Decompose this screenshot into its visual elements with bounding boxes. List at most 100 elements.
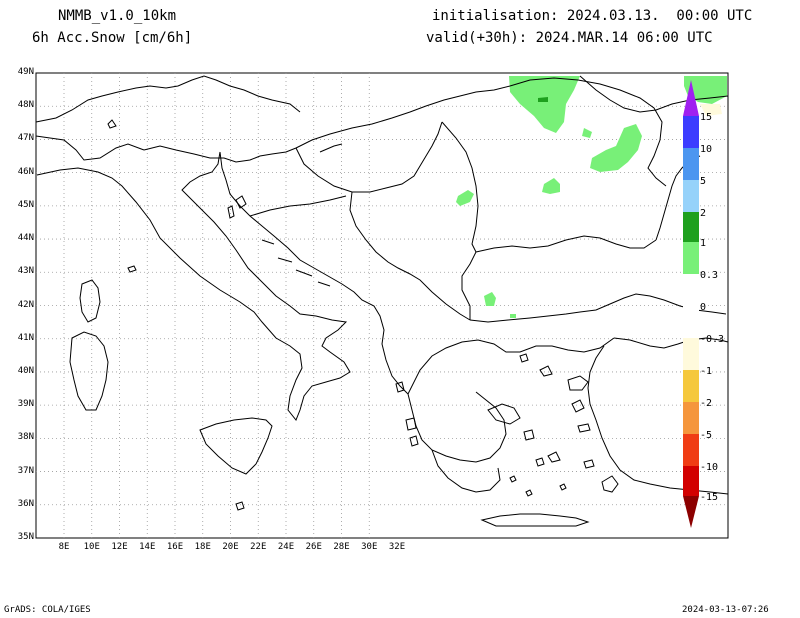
colorbar-band-zero xyxy=(683,274,699,338)
lon-label: 18E xyxy=(194,542,211,552)
peloponnese xyxy=(431,449,501,493)
snow-area-greece-dot xyxy=(510,314,516,318)
lon-label: 10E xyxy=(83,542,100,552)
footer-timestamp: 2024-03-13-07:26 xyxy=(682,605,769,615)
model-title: NMMB_v1.0_10km xyxy=(58,8,177,24)
lat-label: 46N xyxy=(17,166,34,177)
colorbar-band-1-2 xyxy=(683,212,699,242)
lon-label: 20E xyxy=(222,542,239,552)
elba xyxy=(127,265,137,273)
andros xyxy=(523,429,535,441)
austria-slov-border xyxy=(143,145,297,163)
colorbar-band-neg03 xyxy=(683,338,699,370)
snow-areas xyxy=(456,76,727,318)
thasos xyxy=(519,353,529,363)
bulgaria-west xyxy=(461,251,477,320)
greece-north xyxy=(407,337,615,395)
colorbar-label: 10 xyxy=(700,144,712,155)
colorbar-label: 5 xyxy=(700,176,706,187)
swiss-border xyxy=(35,135,145,161)
colorbar-band-neg1 xyxy=(683,370,699,402)
lon-label: 12E xyxy=(111,542,128,552)
hungary-border xyxy=(295,121,443,193)
lake-balaton xyxy=(319,143,343,153)
colorbar-band-10-15 xyxy=(683,116,699,148)
paros xyxy=(535,457,545,467)
lat-label: 38N xyxy=(17,432,34,443)
lon-label: 24E xyxy=(277,542,295,552)
colorbar-band-neg10 xyxy=(683,466,699,496)
colorbar-label: -2 xyxy=(700,398,712,409)
evia xyxy=(487,403,521,425)
colorbar-label: -10 xyxy=(700,462,718,473)
zakynthos xyxy=(409,435,419,447)
graticule xyxy=(36,73,728,538)
sicily xyxy=(199,417,273,475)
snow-area-ukraine-east xyxy=(590,124,642,172)
serbia-border xyxy=(349,191,471,321)
colorbar-top-triangle xyxy=(683,80,699,116)
snow-area-cream-ne xyxy=(700,104,722,116)
colorbar-label: -15 xyxy=(700,492,718,503)
chios xyxy=(571,399,585,413)
lat-label: 36N xyxy=(17,498,34,509)
colorbar-label: -5 xyxy=(700,430,712,441)
snow-area-ukraine-north xyxy=(509,76,580,133)
romania-border xyxy=(441,121,479,253)
colorbar-label: 15 xyxy=(700,112,712,123)
snow-area-romania-east xyxy=(542,178,560,194)
lesbos xyxy=(567,375,589,391)
dalmatian-islands xyxy=(261,239,331,287)
lat-label: 41N xyxy=(17,332,34,343)
colorbar-label: 0 xyxy=(700,302,706,313)
valid-time: valid(+30h): 2024.MAR.14 06:00 UTC xyxy=(426,30,713,46)
colorbar-label: 1 xyxy=(700,238,706,249)
lat-label: 48N xyxy=(17,100,34,111)
sardinia xyxy=(69,331,109,411)
colorbar-band-03-1 xyxy=(683,242,699,274)
colorbar-label: -0.3 xyxy=(700,334,724,345)
rhodes xyxy=(601,475,619,493)
turkey-coast xyxy=(613,337,729,349)
lon-label: 14E xyxy=(139,542,156,552)
snow-area-dark-spot xyxy=(538,97,548,102)
slovakia-border xyxy=(295,85,511,149)
colorbar-bottom-triangle xyxy=(683,496,699,528)
init-time: initialisation: 2024.03.13. 00:00 UTC xyxy=(432,8,753,24)
footer-credit: GrADS: COLA/IGES xyxy=(4,605,91,615)
colorbar-label: 2 xyxy=(700,208,706,219)
lat-label: 43N xyxy=(17,266,34,277)
lon-label: 28E xyxy=(333,542,350,552)
samos xyxy=(577,423,591,433)
greece-west xyxy=(407,391,507,463)
field-title: 6h Acc.Snow [cm/6h] xyxy=(32,30,193,46)
lon-label: 30E xyxy=(361,542,378,552)
snow-area-romania-west xyxy=(456,190,474,206)
lat-label: 39N xyxy=(17,399,34,410)
corfu xyxy=(395,381,405,393)
colorbar-band-neg2 xyxy=(683,402,699,434)
colorbar: 15 10 5 2 1 0.3 0 -0.3 -1 -2 -5 -10 -15 xyxy=(683,80,724,528)
kefalonia xyxy=(405,417,417,431)
colorbar-band-2-5 xyxy=(683,180,699,212)
colorbar-band-5-10 xyxy=(683,148,699,180)
lon-label: 8E xyxy=(58,542,70,552)
lat-label: 45N xyxy=(17,199,34,210)
cres xyxy=(227,205,235,219)
lon-label: 16E xyxy=(166,542,184,552)
lemnos xyxy=(539,365,553,377)
lon-label: 32E xyxy=(388,542,406,552)
colorbar-label: -1 xyxy=(700,366,712,377)
corsica xyxy=(79,279,101,323)
snow-area-bulgaria xyxy=(484,292,496,306)
lat-label: 44N xyxy=(17,233,34,244)
snow-area-moldova-dot xyxy=(582,128,592,138)
lon-label: 26E xyxy=(305,542,322,552)
crete xyxy=(480,513,590,527)
italy-coast xyxy=(36,151,351,421)
romania-south xyxy=(475,235,657,253)
lat-label: 40N xyxy=(17,365,34,376)
cyclades-misc xyxy=(509,475,567,497)
colorbar-label: 0.3 xyxy=(700,270,718,281)
